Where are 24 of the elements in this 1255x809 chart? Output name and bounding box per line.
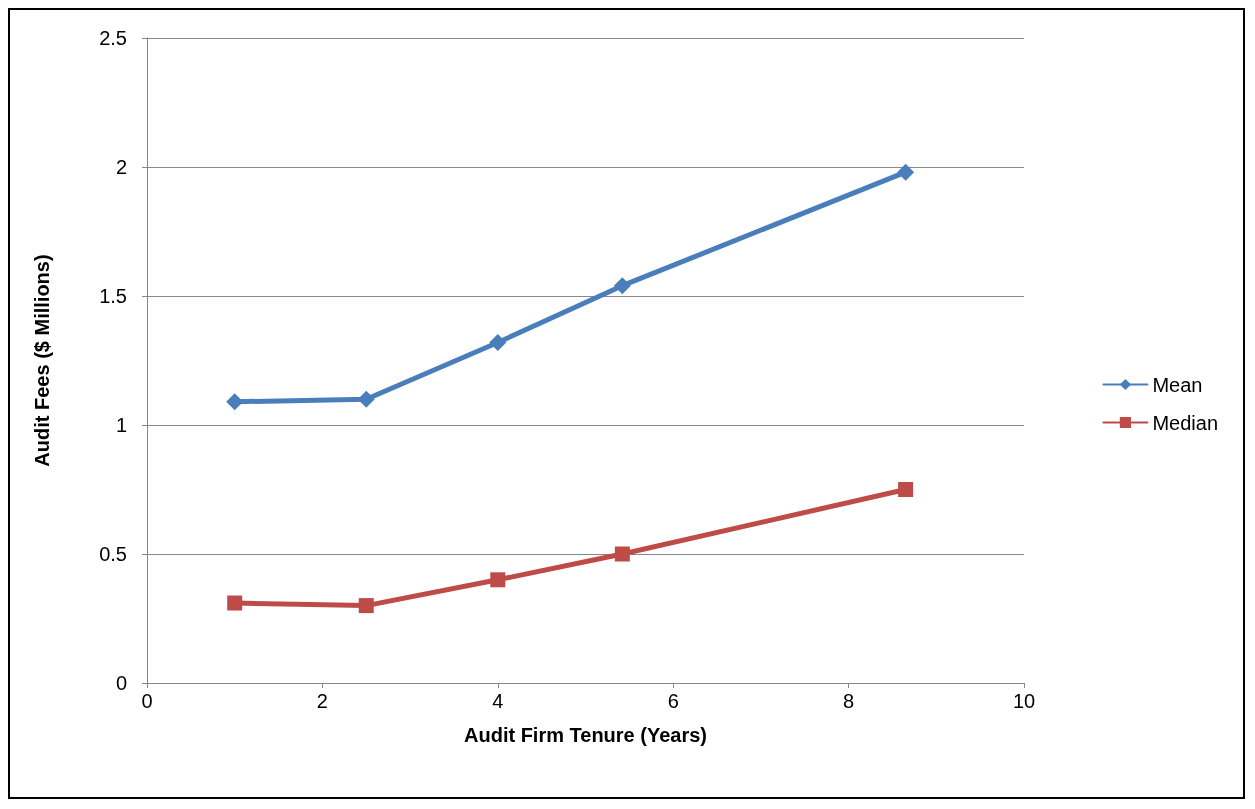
point <box>613 277 631 295</box>
point <box>897 163 915 181</box>
y-tick-label: 2 <box>115 156 127 178</box>
y-tick-label: 0.5 <box>99 543 127 565</box>
x-tick-label: 10 <box>1012 690 1036 712</box>
y-tick-label: 1 <box>115 414 127 436</box>
x-tick-label: 2 <box>316 690 328 712</box>
y-axis-title: Audit Fees ($ Millions) <box>31 254 53 467</box>
point <box>227 595 243 611</box>
point <box>898 482 914 497</box>
legend-label: Mean <box>1152 373 1203 396</box>
y-tick-label: 1.5 <box>99 285 127 307</box>
point <box>358 598 374 614</box>
x-tick-label: 6 <box>667 690 679 712</box>
x-tick-label: 4 <box>492 690 504 712</box>
legend-label: Median <box>1152 411 1219 434</box>
point <box>489 333 507 351</box>
point <box>490 572 506 588</box>
y-tick-label: 2.5 <box>99 27 127 49</box>
x-tick-label: 0 <box>141 690 153 712</box>
y-tick-label: 0 <box>115 672 127 694</box>
x-tick-label: 8 <box>843 690 855 712</box>
point <box>614 546 630 562</box>
x-axis-title: Audit Firm Tenure (Years) <box>463 724 708 746</box>
